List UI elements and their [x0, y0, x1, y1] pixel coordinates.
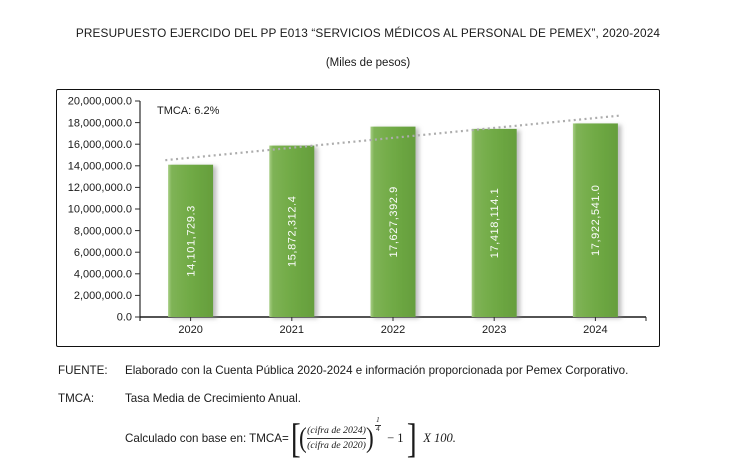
bar-value-label: 15,872,312.4 — [287, 196, 299, 267]
y-tick-label: 4,000,000.0 — [74, 269, 132, 281]
bar-value-label: 17,922,541.0 — [590, 184, 602, 255]
x-tick-label: 2020 — [178, 324, 202, 336]
budget-bar-chart: 0.0 2,000,000.0 4,000,000.0 6,000,000.0 8,00… — [68, 96, 647, 336]
y-tick-label: 8,000,000.0 — [74, 225, 132, 237]
trendline — [165, 114, 621, 162]
bar-2022 — [370, 126, 416, 317]
bar-2023 — [471, 128, 517, 317]
formula-exponent-numerator: 1 — [376, 416, 380, 425]
source-text: Elaborado con la Cuenta Pública 2020-202… — [125, 364, 629, 377]
bar-value-label: 17,627,392.9 — [388, 186, 400, 257]
y-tick-label: 16,000,000.0 — [68, 139, 132, 151]
page-subtitle: (Miles de pesos) — [325, 57, 411, 69]
chart-frame: 0.0 2,000,000.0 4,000,000.0 6,000,000.0 8,00… — [56, 89, 660, 347]
x-tick-label: 2021 — [280, 324, 304, 336]
formula-times-100: X 100. — [423, 430, 456, 445]
formula-exponent: 1 4 — [374, 416, 382, 433]
formula-intro: Calculado con base en: TMCA= — [125, 431, 289, 445]
y-tick-label: 0.0 — [117, 312, 132, 324]
bar-2020 — [168, 164, 214, 317]
x-tick-label: 2023 — [482, 324, 506, 336]
tmca-formula: Calculado con base en: TMCA= [ ( (cifra … — [125, 414, 456, 462]
x-tick-label: 2024 — [583, 324, 607, 336]
formula-right-bracket: ] — [406, 414, 417, 461]
formula-minus-one: − 1 — [387, 430, 404, 445]
y-tick-label: 2,000,000.0 — [74, 290, 132, 302]
y-tick-label: 14,000,000.0 — [68, 161, 132, 173]
bar-2021 — [269, 145, 315, 317]
formula-denominator: (cifra de 2020) — [307, 437, 366, 451]
tmca-text: Tasa Media de Crecimiento Anual. — [125, 392, 301, 405]
tmca-note: TMCA: Tasa Media de Crecimiento Anual. — [58, 392, 301, 406]
y-tick-label: 12,000,000.0 — [68, 182, 132, 194]
tmca-annotation: TMCA: 6.2% — [157, 105, 220, 117]
formula-right-paren: ) — [365, 421, 374, 454]
y-tick-label: 10,000,000.0 — [68, 204, 132, 216]
page-title: PRESUPUESTO EJERCIDO DEL PP E013 “SERVIC… — [75, 26, 661, 40]
bar-value-label: 14,101,729.3 — [185, 205, 197, 276]
bar-value-label: 17,418,114.1 — [489, 188, 501, 259]
x-tick-label: 2022 — [381, 324, 405, 336]
source-label: FUENTE: — [58, 364, 108, 377]
formula-fraction: (cifra de 2024) (cifra de 2020) — [307, 424, 366, 451]
formula-left-bracket: [ — [290, 414, 301, 461]
y-tick-label: 6,000,000.0 — [74, 247, 132, 259]
tmca-label: TMCA: — [58, 392, 95, 405]
y-tick-label: 20,000,000.0 — [68, 96, 132, 108]
source-note: FUENTE: Elaborado con la Cuenta Pública … — [58, 364, 628, 378]
formula-left-paren: ( — [299, 421, 308, 454]
bar-2024 — [572, 123, 618, 317]
formula-numerator: (cifra de 2024) — [307, 425, 366, 437]
formula-exponent-denominator: 4 — [374, 424, 382, 433]
y-tick-label: 18,000,000.0 — [68, 117, 132, 129]
